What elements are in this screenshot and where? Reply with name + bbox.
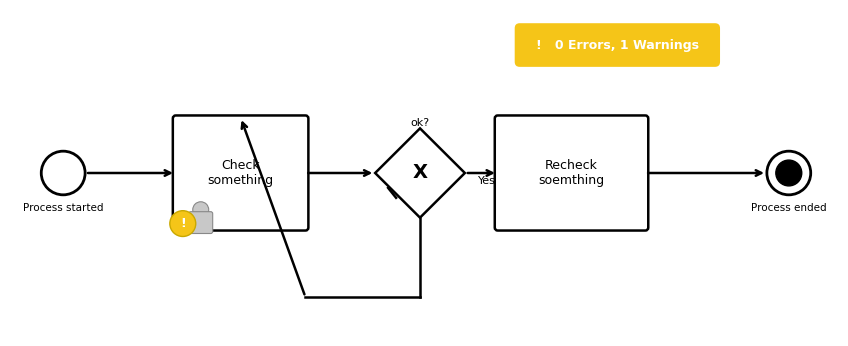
Text: !   0 Errors, 1 Warnings: ! 0 Errors, 1 Warnings [536,38,699,52]
Circle shape [170,211,196,236]
FancyBboxPatch shape [494,116,648,230]
Text: Check
something: Check something [208,159,274,187]
FancyBboxPatch shape [173,116,309,230]
Text: Yes: Yes [477,176,496,186]
FancyBboxPatch shape [515,23,720,67]
Text: ok?: ok? [410,118,430,128]
Text: X: X [412,164,427,182]
Polygon shape [375,128,465,218]
Circle shape [776,160,801,186]
Text: !: ! [180,217,186,230]
Text: Process started: Process started [23,203,103,213]
Text: Recheck
soemthing: Recheck soemthing [538,159,605,187]
Text: Process ended: Process ended [751,203,827,213]
Circle shape [192,202,209,218]
FancyBboxPatch shape [189,212,213,234]
